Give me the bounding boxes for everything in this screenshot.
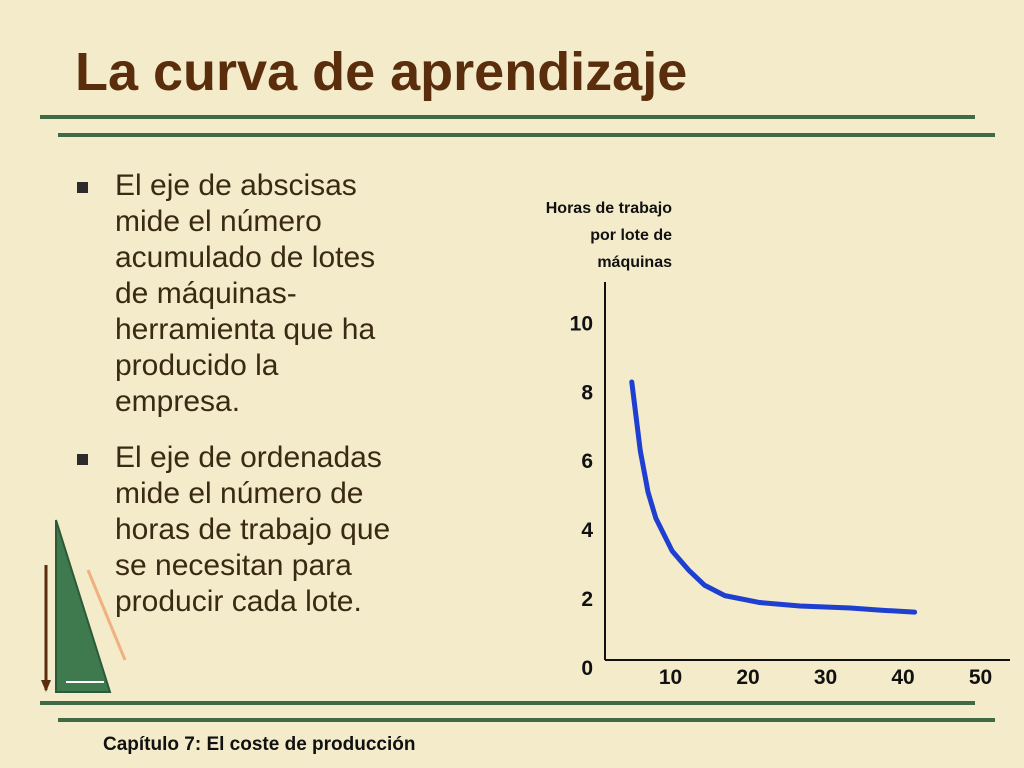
chart: Horas de trabajo por lote de máquinas 0 2 4 6 8… bbox=[546, 200, 1010, 689]
x-tick-label: 50 bbox=[969, 666, 992, 689]
x-tick-label: 30 bbox=[814, 666, 837, 689]
y-tick-label: 4 bbox=[581, 519, 593, 542]
x-tick-label: 40 bbox=[891, 666, 914, 689]
y-tick-label: 2 bbox=[581, 588, 593, 611]
x-tick-label: 10 bbox=[659, 666, 682, 689]
learning-curve bbox=[629, 379, 918, 615]
bullet: El eje de abscisas mide el número acumul… bbox=[75, 168, 405, 420]
bullet: El eje de ordenadas mide el número de ho… bbox=[75, 440, 405, 620]
y-tick-label: 8 bbox=[581, 381, 593, 404]
icon bbox=[41, 519, 127, 693]
title: La curva de aprendizaje bbox=[75, 42, 687, 102]
y-tick-label: 0 bbox=[581, 657, 593, 680]
x-tick-label: 20 bbox=[736, 666, 759, 689]
y-axis-label: por lote de bbox=[590, 227, 672, 244]
y-axis-label: Horas de trabajo bbox=[546, 200, 672, 217]
bullet-list: El eje de abscisas mide el número acumul… bbox=[75, 168, 405, 640]
y-axis-label: máquinas bbox=[597, 254, 672, 271]
y-tick-label: 10 bbox=[570, 312, 593, 335]
y-tick-label: 6 bbox=[581, 450, 593, 473]
footer: Capítulo 7: El coste de producción bbox=[103, 734, 415, 755]
